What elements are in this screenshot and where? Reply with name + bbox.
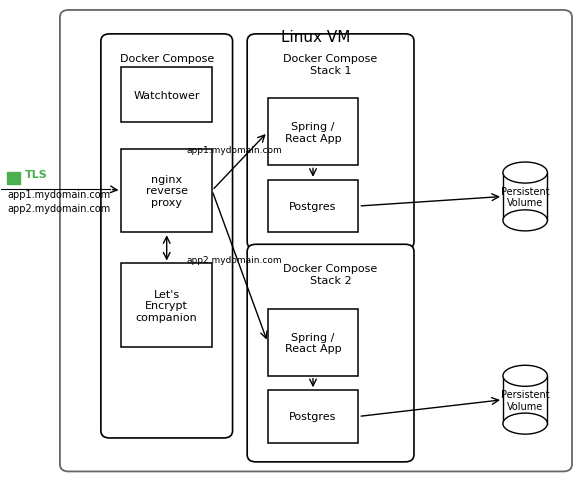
Ellipse shape [503, 365, 547, 386]
Text: app2.mydomain.com: app2.mydomain.com [7, 204, 111, 214]
Text: Docker Compose: Docker Compose [119, 54, 214, 64]
Text: Let's
Encrypt
companion: Let's Encrypt companion [136, 289, 198, 322]
FancyBboxPatch shape [247, 245, 414, 462]
Text: app2.mydomain.com: app2.mydomain.com [186, 255, 282, 264]
Text: TLS: TLS [25, 169, 48, 179]
Text: Watchtower: Watchtower [133, 91, 200, 101]
FancyBboxPatch shape [121, 149, 212, 233]
Text: Spring /
React App: Spring / React App [285, 122, 341, 144]
Text: Persistent
Volume: Persistent Volume [501, 389, 549, 411]
Ellipse shape [503, 163, 547, 184]
Text: Postgres: Postgres [289, 202, 337, 212]
Ellipse shape [503, 210, 547, 231]
Text: Persistent
Volume: Persistent Volume [501, 186, 549, 208]
Polygon shape [503, 173, 547, 221]
FancyBboxPatch shape [60, 11, 572, 471]
FancyBboxPatch shape [121, 68, 212, 123]
Text: app1.mydomain.com: app1.mydomain.com [186, 145, 282, 155]
Text: Postgres: Postgres [289, 411, 337, 421]
FancyBboxPatch shape [268, 99, 358, 166]
Polygon shape [503, 376, 547, 424]
Text: nginx
reverse
proxy: nginx reverse proxy [146, 175, 188, 208]
FancyBboxPatch shape [247, 35, 414, 250]
Text: Spring /
React App: Spring / React App [285, 332, 341, 353]
Text: Docker Compose
Stack 1: Docker Compose Stack 1 [283, 54, 377, 75]
FancyBboxPatch shape [101, 35, 232, 438]
FancyBboxPatch shape [121, 264, 212, 348]
Ellipse shape [503, 413, 547, 434]
Text: Linux VM: Linux VM [281, 30, 350, 45]
FancyBboxPatch shape [268, 390, 358, 443]
FancyBboxPatch shape [268, 180, 358, 233]
FancyBboxPatch shape [7, 172, 20, 184]
Text: Docker Compose
Stack 2: Docker Compose Stack 2 [283, 264, 377, 286]
Text: app1.mydomain.com: app1.mydomain.com [7, 190, 111, 200]
FancyBboxPatch shape [268, 309, 358, 376]
